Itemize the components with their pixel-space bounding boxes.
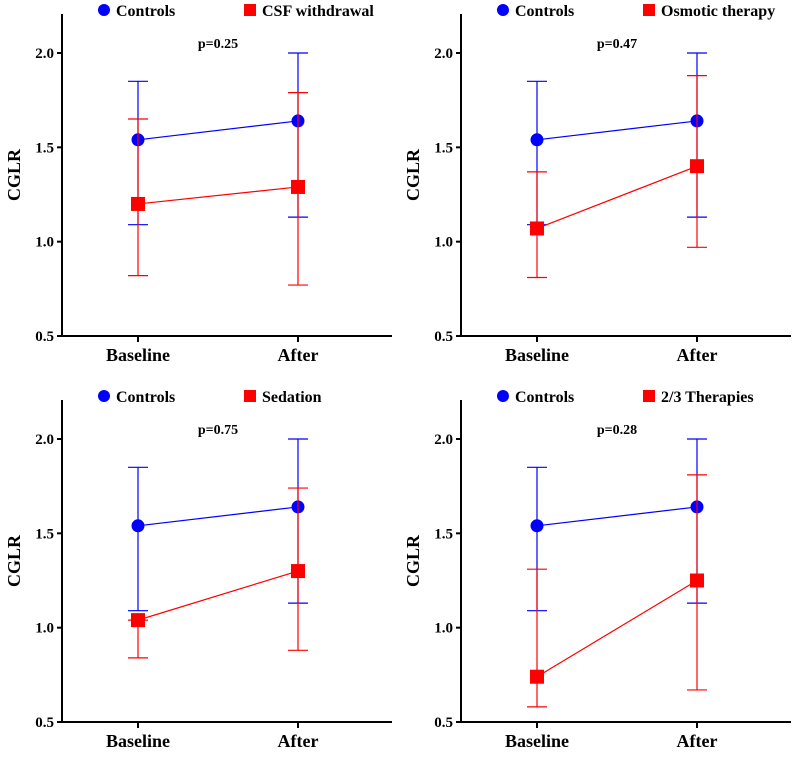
legend-marker-1 <box>643 390 655 402</box>
p-value-annotation: p=0.25 <box>198 37 238 52</box>
x-tick-label: After <box>677 345 718 365</box>
series-2-3-therapies <box>527 474 707 708</box>
y-tick-label: 1.0 <box>434 621 453 637</box>
series-controls <box>128 52 308 226</box>
series-osmotic-therapy <box>527 75 707 279</box>
series-controls <box>527 438 707 612</box>
series-line <box>137 120 299 141</box>
series-line <box>536 579 698 678</box>
x-tick-label: After <box>278 731 319 751</box>
data-point <box>530 221 544 236</box>
y-tick-label: 2.0 <box>434 46 453 62</box>
series-controls <box>128 438 308 612</box>
legend-label: 2/3 Therapies <box>661 389 754 406</box>
data-point <box>291 179 305 194</box>
x-tick-label: Baseline <box>106 731 170 751</box>
legend-marker-0 <box>98 390 110 402</box>
legend-label: CSF withdrawal <box>262 3 374 20</box>
legend-label: Controls <box>116 3 175 20</box>
y-tick-label: 2.0 <box>35 46 54 62</box>
y-axis-label: CGLR <box>403 148 423 201</box>
chart-panel-csf-withdrawal: 0.5 1.0 1.5 2.0 Baseline After CGLR p=0.25 Contr… <box>0 0 398 384</box>
y-tick-label: 0.5 <box>35 329 54 345</box>
y-tick-label: 2.0 <box>35 432 54 448</box>
data-point <box>530 519 544 533</box>
x-tick-label: Baseline <box>505 345 569 365</box>
series-controls <box>527 52 707 226</box>
series-line <box>536 165 698 230</box>
x-tick-label: Baseline <box>106 345 170 365</box>
y-axis-label: CGLR <box>4 534 24 587</box>
data-point <box>530 669 544 684</box>
y-tick-label: 1.5 <box>35 140 54 156</box>
p-value-annotation: p=0.47 <box>597 37 637 52</box>
y-axis-label: CGLR <box>4 148 24 201</box>
y-tick-label: 1.5 <box>434 526 453 542</box>
data-point <box>690 573 704 588</box>
series-line <box>536 506 698 527</box>
legend-marker-1 <box>244 390 256 402</box>
legend-label: Controls <box>116 389 175 406</box>
legend-marker-1 <box>244 4 256 16</box>
y-tick-label: 0.5 <box>35 715 54 731</box>
series-line <box>137 186 299 205</box>
y-tick-label: 1.5 <box>35 526 54 542</box>
chart-svg: 0.5 1.0 1.5 2.0 Baseline After CGLR p=0.25 Contr… <box>4 3 392 365</box>
data-point <box>131 613 145 628</box>
data-point <box>131 519 145 533</box>
x-tick-label: After <box>677 731 718 751</box>
series-line <box>137 506 299 527</box>
y-axis-label: CGLR <box>403 534 423 587</box>
legend-label: Controls <box>515 389 574 406</box>
x-tick-label: Baseline <box>505 731 569 751</box>
p-value-annotation: p=0.75 <box>198 423 238 438</box>
y-tick-label: 2.0 <box>434 432 453 448</box>
series-line <box>137 570 299 621</box>
data-point <box>530 133 544 147</box>
chart-svg: 0.5 1.0 1.5 2.0 Baseline After CGLR p=0.28 Contr… <box>403 389 791 751</box>
series-csf-withdrawal <box>128 92 308 286</box>
y-tick-label: 1.5 <box>434 140 453 156</box>
data-point <box>131 196 145 211</box>
p-value-annotation: p=0.28 <box>597 423 637 438</box>
chart-svg: 0.5 1.0 1.5 2.0 Baseline After CGLR p=0.75 Contr… <box>4 389 392 751</box>
legend-label: Osmotic therapy <box>661 3 775 20</box>
y-tick-label: 1.0 <box>35 235 54 251</box>
legend-marker-0 <box>98 4 110 16</box>
legend-marker-0 <box>497 390 509 402</box>
chart-svg: 0.5 1.0 1.5 2.0 Baseline After CGLR p=0.47 Contr… <box>403 3 791 365</box>
series-sedation <box>128 487 308 659</box>
y-tick-label: 1.0 <box>434 235 453 251</box>
data-point <box>291 564 305 579</box>
data-point <box>690 159 704 174</box>
series-line <box>536 120 698 141</box>
legend-label: Sedation <box>262 389 322 406</box>
y-tick-label: 0.5 <box>434 715 453 731</box>
legend-marker-1 <box>643 4 655 16</box>
legend-label: Controls <box>515 3 574 20</box>
y-tick-label: 0.5 <box>434 329 453 345</box>
chart-panel-osmotic-therapy: 0.5 1.0 1.5 2.0 Baseline After CGLR p=0.47 Contr… <box>399 0 797 384</box>
y-tick-label: 1.0 <box>35 621 54 637</box>
chart-panel-two-three-therapies: 0.5 1.0 1.5 2.0 Baseline After CGLR p=0.28 Contr… <box>399 386 797 770</box>
x-tick-label: After <box>278 345 319 365</box>
chart-panel-sedation: 0.5 1.0 1.5 2.0 Baseline After CGLR p=0.75 Contr… <box>0 386 398 770</box>
legend-marker-0 <box>497 4 509 16</box>
